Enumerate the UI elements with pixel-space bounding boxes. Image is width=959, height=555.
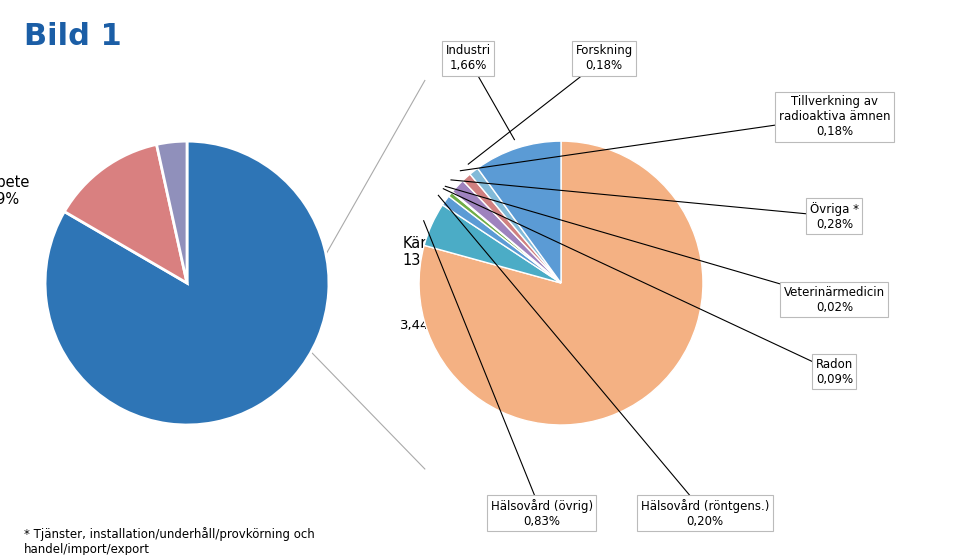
Wedge shape bbox=[453, 180, 561, 283]
Wedge shape bbox=[449, 193, 561, 283]
Wedge shape bbox=[442, 196, 561, 283]
Text: * Tjänster, installation/underhåll/provkörning och
handel/import/export: * Tjänster, installation/underhåll/provk… bbox=[24, 527, 315, 555]
Wedge shape bbox=[463, 174, 561, 283]
Text: Forskning
0,18%: Forskning 0,18% bbox=[575, 44, 633, 72]
Text: Tillverkning av
radioaktiva ämnen
0,18%: Tillverkning av radioaktiva ämnen 0,18% bbox=[779, 95, 890, 138]
Wedge shape bbox=[419, 141, 703, 425]
Text: Flygarbete
83,39%: Flygarbete 83,39% bbox=[0, 175, 31, 207]
Wedge shape bbox=[424, 205, 561, 283]
Text: Radon
0,09%: Radon 0,09% bbox=[816, 358, 853, 386]
Text: Hälsovård (röntgens.)
0,20%: Hälsovård (röntgens.) 0,20% bbox=[641, 499, 769, 528]
Text: 3,44%: 3,44% bbox=[400, 319, 442, 332]
Wedge shape bbox=[478, 141, 561, 283]
Wedge shape bbox=[64, 144, 187, 283]
Text: Hälsovård (övrig)
0,83%: Hälsovård (övrig) 0,83% bbox=[491, 499, 593, 528]
Wedge shape bbox=[470, 168, 561, 283]
Wedge shape bbox=[156, 141, 187, 283]
Wedge shape bbox=[452, 191, 561, 283]
Text: Veterinärmedicin
0,02%: Veterinärmedicin 0,02% bbox=[784, 286, 885, 314]
Text: Bild 1: Bild 1 bbox=[24, 22, 122, 51]
Text: Kärnenergi
13,16%: Kärnenergi 13,16% bbox=[403, 236, 483, 268]
Text: Industri
1,66%: Industri 1,66% bbox=[445, 44, 491, 72]
Wedge shape bbox=[45, 141, 329, 425]
Text: Övriga *
0,28%: Övriga * 0,28% bbox=[809, 202, 859, 231]
